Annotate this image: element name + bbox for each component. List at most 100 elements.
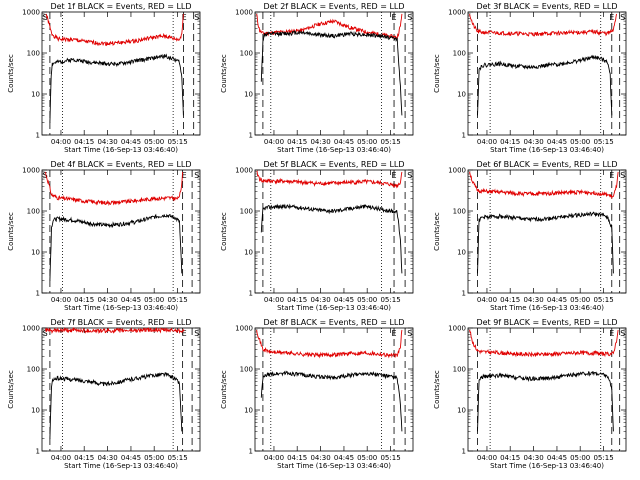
x-tick-label: 04:15 [74, 138, 94, 146]
y-axis-label: Counts/sec [433, 370, 441, 409]
plot-frame [467, 11, 627, 136]
y-axis-label: Counts/sec [7, 212, 15, 251]
series-red-lld [469, 171, 619, 200]
plot-frame [254, 11, 414, 136]
marker-label: E [182, 329, 187, 338]
x-tick-label: 05:00 [144, 296, 164, 304]
x-tick-label: 05:15 [380, 296, 400, 304]
series-black-events [260, 203, 403, 274]
x-tick-label: 04:15 [500, 454, 520, 462]
y-tick-label: 1 [36, 448, 40, 456]
marker-label: S [620, 13, 625, 22]
y-tick-label: 100 [240, 366, 253, 374]
x-tick-label: 04:45 [547, 296, 567, 304]
y-tick-label: 1 [249, 448, 253, 456]
series-black-events [49, 53, 184, 123]
x-axis-label: Start Time (16-Sep-13 03:46:40) [490, 304, 604, 312]
y-axis-label: Counts/sec [433, 54, 441, 93]
y-tick-label: 1 [462, 290, 466, 298]
x-tick-label: 04:00 [264, 454, 284, 462]
x-tick-label: 04:15 [500, 138, 520, 146]
marker-label: E [609, 329, 614, 338]
plot-frame [41, 169, 201, 294]
x-tick-label: 04:30 [310, 296, 330, 304]
panel-7: Det 7f BLACK = Events, RED = LLD 1 10 100 10… [7, 318, 201, 470]
x-axis-label: Start Time (16-Sep-13 03:46:40) [277, 146, 391, 154]
marker-label: E [609, 13, 614, 22]
x-tick-label: 05:00 [357, 138, 377, 146]
x-tick-label: 05:00 [570, 296, 590, 304]
chart-title: Det 9f BLACK = Events, RED = LLD [476, 318, 617, 327]
x-tick-label: 05:15 [593, 296, 613, 304]
series-red-lld [44, 326, 185, 335]
y-tick-label: 10 [457, 249, 466, 257]
x-tick-label: 04:30 [97, 138, 117, 146]
x-tick-label: 04:30 [523, 138, 543, 146]
x-tick-label: 04:45 [334, 138, 354, 146]
x-tick-label: 04:45 [121, 296, 141, 304]
y-tick-label: 1000 [235, 167, 253, 175]
marker-label: E [392, 13, 397, 22]
y-tick-label: 1 [462, 132, 466, 140]
x-tick-label: 04:45 [121, 454, 141, 462]
marker-label: S [407, 13, 412, 22]
y-tick-label: 100 [453, 366, 466, 374]
series-red-lld [469, 13, 617, 37]
y-tick-label: 10 [244, 91, 253, 99]
x-tick-label: 04:15 [74, 454, 94, 462]
x-tick-label: 04:00 [51, 138, 71, 146]
x-tick-label: 04:00 [477, 454, 497, 462]
x-tick-label: 04:00 [51, 454, 71, 462]
series-black-events [477, 370, 614, 432]
series-black-events [260, 29, 403, 116]
y-tick-label: 100 [240, 50, 253, 58]
x-tick-label: 04:30 [523, 296, 543, 304]
y-axis-label: Counts/sec [7, 54, 15, 93]
x-tick-label: 05:00 [570, 454, 590, 462]
panel-8: Det 8f BLACK = Events, RED = LLD 1 10 100 10… [220, 318, 414, 470]
series-black-events [49, 372, 183, 439]
x-tick-label: 04:00 [264, 138, 284, 146]
y-tick-label: 10 [31, 407, 40, 415]
series-red-lld [256, 170, 403, 189]
plot-frame [467, 327, 627, 452]
x-axis-label: Start Time (16-Sep-13 03:46:40) [277, 462, 391, 470]
y-tick-label: 1000 [22, 9, 40, 17]
y-axis-label: Counts/sec [433, 212, 441, 251]
x-tick-label: 05:15 [593, 454, 613, 462]
marker-label: E [392, 329, 397, 338]
x-axis-label: Start Time (16-Sep-13 03:46:40) [277, 304, 391, 312]
x-tick-label: 05:00 [357, 296, 377, 304]
y-tick-label: 100 [240, 208, 253, 216]
plot-frame [41, 327, 201, 452]
y-tick-label: 1 [36, 290, 40, 298]
x-tick-label: 04:00 [264, 296, 284, 304]
series-black-events [477, 54, 613, 116]
x-tick-label: 04:45 [547, 138, 567, 146]
x-axis-label: Start Time (16-Sep-13 03:46:40) [64, 304, 178, 312]
y-tick-label: 100 [27, 50, 40, 58]
y-tick-label: 10 [31, 249, 40, 257]
y-tick-label: 10 [457, 91, 466, 99]
x-tick-label: 05:00 [144, 138, 164, 146]
y-tick-label: 100 [453, 208, 466, 216]
y-tick-label: 1 [249, 132, 253, 140]
y-tick-label: 1000 [448, 167, 466, 175]
y-tick-label: 1 [462, 448, 466, 456]
x-tick-label: 05:15 [167, 296, 187, 304]
y-axis-label: Counts/sec [220, 54, 228, 93]
y-tick-label: 1 [249, 290, 253, 298]
y-tick-label: 1000 [448, 9, 466, 17]
x-tick-label: 04:00 [477, 296, 497, 304]
x-tick-label: 04:30 [97, 454, 117, 462]
y-tick-label: 100 [27, 366, 40, 374]
marker-label: S [43, 329, 48, 338]
x-tick-label: 05:15 [593, 138, 613, 146]
y-axis-label: Counts/sec [220, 370, 228, 409]
marker-label: S [43, 13, 48, 22]
chart-title: Det 7f BLACK = Events, RED = LLD [50, 318, 191, 327]
y-tick-label: 10 [457, 407, 466, 415]
x-tick-label: 04:30 [97, 296, 117, 304]
panel-1: Det 1f BLACK = Events, RED = LLD 1 10 100 10… [7, 2, 201, 154]
y-tick-label: 1 [36, 132, 40, 140]
